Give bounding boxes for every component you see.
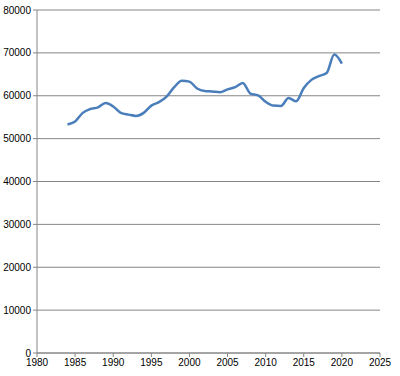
svg-text:10000: 10000 [8,305,31,316]
svg-text:60000: 60000 [8,90,31,101]
svg-text:40000: 40000 [8,176,31,187]
svg-text:2025: 2025 [369,357,392,368]
svg-text:1995: 1995 [140,357,163,368]
svg-text:50000: 50000 [8,133,31,144]
svg-text:1985: 1985 [64,357,87,368]
svg-text:2020: 2020 [331,357,354,368]
svg-text:70000: 70000 [8,47,31,58]
svg-text:2010: 2010 [255,357,278,368]
svg-text:0: 0 [25,348,31,359]
svg-text:1980: 1980 [26,357,49,368]
svg-text:2015: 2015 [293,357,316,368]
svg-text:30000: 30000 [8,219,31,230]
svg-text:80000: 80000 [8,5,31,16]
svg-text:2000: 2000 [178,357,201,368]
svg-text:2005: 2005 [216,357,239,368]
svg-text:20000: 20000 [8,262,31,273]
svg-text:1990: 1990 [102,357,125,368]
